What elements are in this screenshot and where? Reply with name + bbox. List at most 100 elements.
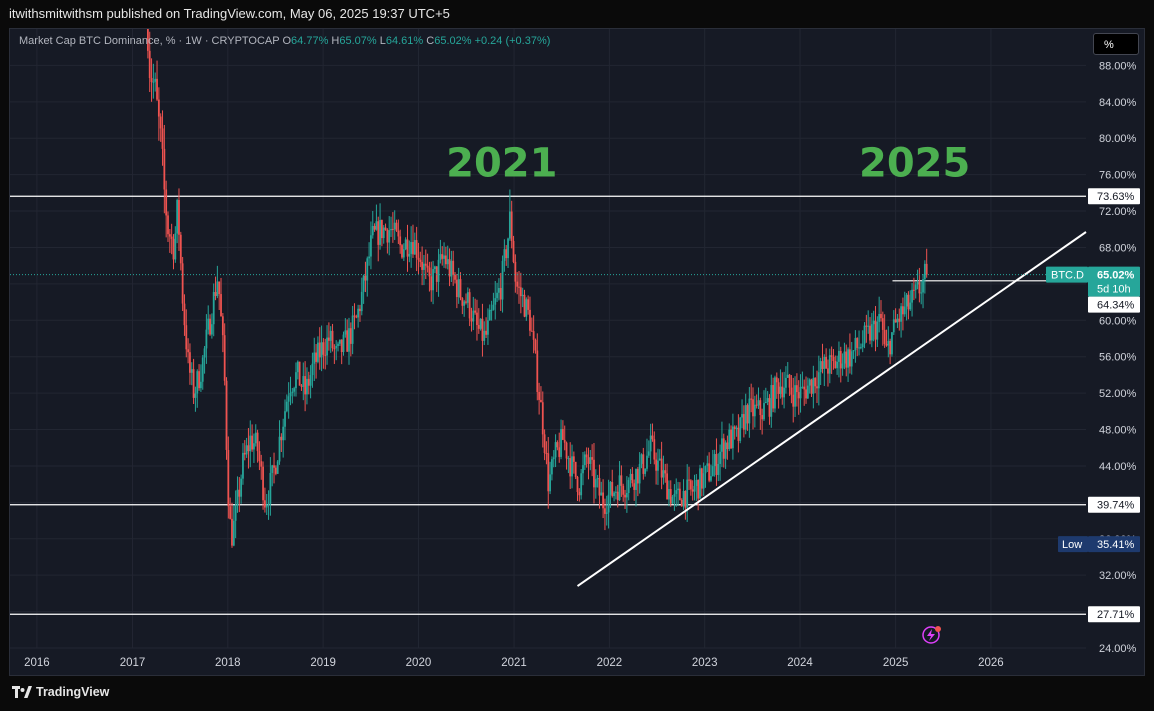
last-price-value: 65.02%: [1097, 270, 1135, 282]
candle-body: [194, 393, 197, 398]
candle-body: [477, 325, 480, 329]
legend-open-label: O: [282, 35, 292, 47]
candle-body: [412, 242, 414, 255]
unit-toggle-button[interactable]: %: [1093, 33, 1139, 55]
candle-body: [263, 500, 266, 508]
candle-body: [858, 347, 860, 349]
candle-body: [613, 492, 615, 497]
chart-canvas[interactable]: 2021 2025 88.00% 84.00% 80.00% 76.00% 72.00% 6…: [10, 29, 1144, 675]
candle-body: [178, 200, 180, 235]
candle-body: [744, 405, 747, 430]
candle-body: [508, 211, 511, 239]
candle-body: [916, 282, 919, 285]
candle-body: [669, 489, 672, 504]
candle-body: [792, 394, 795, 407]
candle-body: [499, 288, 502, 300]
candle-body: [891, 332, 893, 355]
candle-body: [439, 254, 442, 260]
y-tick-label: 88.00%: [1099, 60, 1137, 72]
candle-body: [741, 414, 743, 418]
candle-body: [799, 387, 802, 399]
candle-body: [382, 227, 385, 239]
candle-body: [585, 454, 588, 458]
candle-body: [391, 228, 394, 230]
candle-body: [693, 485, 696, 492]
event-icon-dot: [935, 626, 941, 632]
candle-body: [395, 222, 398, 231]
candle-body: [518, 286, 520, 288]
candle-body: [424, 263, 427, 266]
candle-body: [912, 289, 915, 291]
candle-body: [245, 445, 248, 455]
candle-body: [390, 228, 392, 231]
candle-body: [706, 463, 709, 467]
candle-body: [825, 356, 828, 369]
candle-body: [154, 78, 157, 82]
candle-body: [421, 261, 424, 270]
candle-body: [803, 386, 806, 390]
candle-body: [816, 386, 818, 389]
chart-grid: [10, 29, 1086, 649]
candle-body: [212, 292, 215, 325]
candle-body: [536, 350, 539, 392]
candle-body: [198, 371, 200, 389]
candle-body: [896, 318, 899, 323]
candle-body: [404, 239, 407, 250]
candle-body: [609, 481, 612, 495]
candle-body: [642, 454, 645, 474]
x-tick-label: 2019: [310, 657, 336, 669]
candle-body: [185, 325, 188, 350]
candle-body: [379, 220, 381, 245]
candle-body: [569, 458, 572, 477]
candle-body: [318, 342, 321, 358]
candle-body: [413, 240, 416, 255]
candle-body: [589, 457, 592, 464]
candle-body: [664, 470, 667, 474]
annotation-text: 2021: [446, 140, 557, 186]
event-icon-ring: [922, 626, 940, 644]
candle-body: [783, 387, 785, 398]
candle-body: [258, 451, 261, 462]
candle-body: [885, 344, 888, 346]
candle-body: [839, 350, 842, 369]
legend-high-label: H: [331, 35, 340, 47]
candle-body: [349, 328, 352, 344]
x-tick-label: 2023: [692, 657, 718, 669]
candle-body: [918, 282, 921, 294]
candle-body: [534, 339, 537, 351]
candle-body: [521, 294, 524, 297]
y-tick-label: 32.00%: [1099, 570, 1137, 582]
symbol-tag-bg: [1046, 266, 1088, 283]
candle-body: [688, 479, 690, 481]
candle-body: [317, 342, 319, 362]
level-price-tag-bg: [1088, 496, 1140, 513]
candle-body: [273, 465, 275, 468]
candle-body: [671, 496, 674, 504]
candle-body: [187, 349, 190, 353]
candle-body: [724, 442, 727, 459]
candle-body: [543, 434, 546, 454]
candle-body: [794, 385, 796, 407]
y-tick-label: 44.00%: [1099, 461, 1137, 473]
candle-body: [819, 361, 822, 373]
candle-body: [168, 234, 171, 237]
candle-body: [315, 352, 317, 362]
candle-body: [370, 235, 372, 257]
candle-body: [373, 225, 376, 230]
tradingview-logo[interactable]: TradingView: [12, 685, 109, 699]
candle-body: [267, 503, 270, 506]
candle-body: [704, 466, 707, 474]
x-tick-label: 2017: [120, 657, 146, 669]
candle-body: [399, 236, 402, 246]
candle-body: [174, 233, 177, 260]
candle-body: [459, 279, 462, 299]
candle-body: [810, 379, 813, 394]
candle-body: [466, 292, 469, 303]
candle-body: [247, 445, 250, 452]
candle-body: [894, 319, 897, 323]
candle-body: [684, 490, 687, 508]
candle-body: [646, 455, 648, 469]
candle-body: [922, 279, 924, 293]
candle-body: [284, 411, 286, 427]
candle-body: [278, 436, 281, 462]
